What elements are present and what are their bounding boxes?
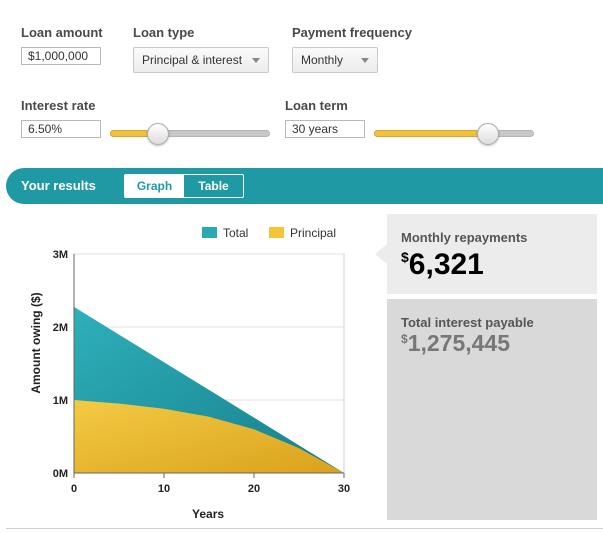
divider: [6, 528, 603, 529]
loan-term-input[interactable]: 30 years: [285, 120, 365, 138]
currency-symbol: $: [401, 332, 408, 346]
results-bar: Your results Graph Table: [6, 168, 603, 204]
loan-type-selected: Principal & interest: [142, 53, 243, 67]
y-axis-title: Amount owing ($): [29, 292, 43, 394]
loan-type-label: Loan type: [133, 25, 195, 40]
total-interest-card: Total interest payable $1,275,445: [387, 299, 597, 520]
interest-rate-input[interactable]: 6.50%: [21, 120, 101, 138]
total-interest-value: $1,275,445: [401, 330, 510, 357]
x-tick-label: 20: [248, 483, 260, 495]
slider-handle[interactable]: [147, 123, 169, 145]
legend-label-total: Total: [223, 226, 249, 240]
y-tick-label: 2M: [53, 322, 68, 334]
series-area-principal: [74, 400, 344, 473]
loan-type-select[interactable]: Principal & interest: [133, 47, 269, 73]
legend-swatch-principal: [269, 227, 284, 238]
loan-term-label: Loan term: [285, 98, 348, 113]
y-tick-label: 1M: [53, 395, 68, 407]
loan-amount-input[interactable]: $1,000,000: [21, 47, 101, 65]
x-tick-label: 30: [338, 483, 350, 495]
slider-handle[interactable]: [476, 123, 499, 145]
legend-item-principal: Principal: [269, 226, 336, 240]
legend-item-total: Total: [202, 226, 248, 240]
y-tick-label: 0M: [53, 468, 68, 480]
y-tick-label: 3M: [53, 249, 68, 261]
interest-amount: 1,275,445: [407, 330, 511, 356]
monthly-repayments-value: $6,321: [401, 248, 484, 282]
tab-table[interactable]: Table: [198, 179, 229, 193]
interest-rate-slider[interactable]: [110, 123, 270, 145]
chevron-down-icon: [252, 58, 260, 63]
currency-symbol: $: [401, 249, 409, 265]
monthly-amount: 6,321: [408, 248, 484, 281]
x-tick-label: 10: [158, 483, 170, 495]
tab-graph[interactable]: Graph: [125, 175, 184, 197]
payment-frequency-selected: Monthly: [301, 53, 344, 67]
total-interest-label: Total interest payable: [401, 315, 534, 330]
view-tabs: Graph Table: [124, 174, 244, 198]
payment-frequency-select[interactable]: Monthly: [292, 47, 378, 73]
legend-label-principal: Principal: [290, 226, 337, 240]
loan-term-slider[interactable]: [374, 123, 534, 145]
legend-swatch-total: [202, 227, 217, 238]
x-tick-label: 0: [71, 483, 77, 495]
interest-rate-label: Interest rate: [21, 98, 96, 113]
payment-frequency-label: Payment frequency: [292, 25, 412, 40]
x-axis-title: Years: [192, 507, 225, 521]
monthly-repayments-card: Monthly repayments $6,321: [375, 214, 597, 294]
results-title: Your results: [21, 178, 96, 193]
chevron-down-icon: [361, 58, 369, 63]
loan-amount-label: Loan amount: [21, 25, 103, 40]
monthly-repayments-label: Monthly repayments: [401, 230, 528, 245]
